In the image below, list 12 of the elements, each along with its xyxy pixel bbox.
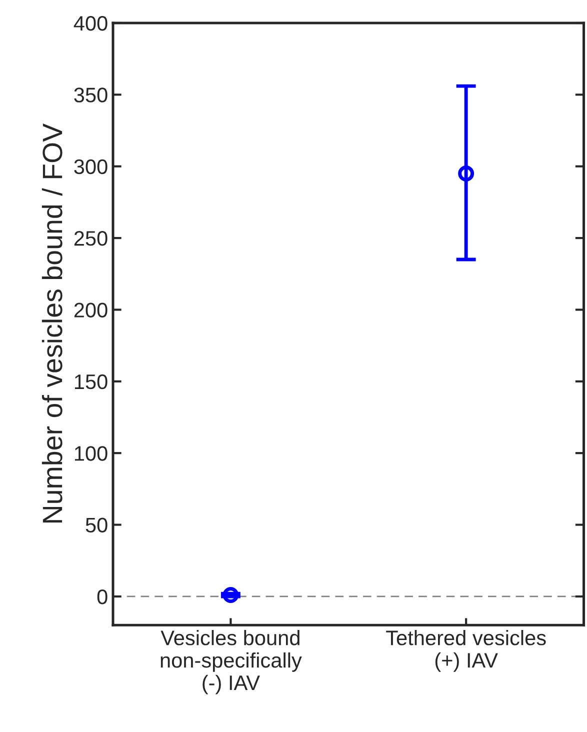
y-tick-label: 400 [74,16,108,31]
y-tick-label: 150 [74,374,108,390]
y-tick-label: 300 [74,159,108,174]
y-tick-label: 0 [97,589,108,604]
y-tick-label: 100 [74,446,108,461]
y-tick-label: 200 [74,302,108,318]
x-tick-label: Tethered vesicles (+) IAV [386,630,546,672]
y-tick-label: 50 [86,518,108,533]
y-tick-label: 350 [74,88,108,102]
x-tick-label: Vesicles bound non-specifically (-) IAV [160,630,302,694]
y-tick-label: 250 [74,231,108,246]
y-axis-title: Number of vesicles bound / FOV [42,123,62,522]
